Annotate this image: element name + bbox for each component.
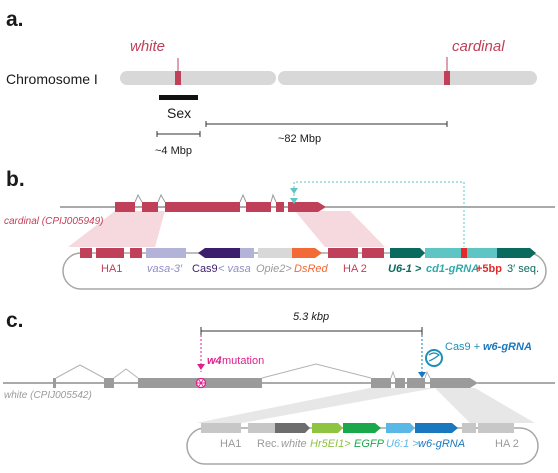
white-introns xyxy=(55,363,431,379)
vasa3-label: vasa-3′ xyxy=(147,263,183,275)
vasa3-segment xyxy=(146,248,186,258)
cd1-grna-label: cd1-gRNA xyxy=(426,263,479,275)
rec-white-prefix-label: Rec. xyxy=(257,438,280,450)
panel-b: b. cardinal (CPIJ005949) xyxy=(4,168,555,290)
egfp-segment xyxy=(343,423,381,433)
w4-mutation-icon xyxy=(195,377,207,389)
ha1-gray-shade xyxy=(196,388,435,423)
rec-white-suffix-label: white xyxy=(281,438,307,450)
w6-cut-site-icon xyxy=(418,372,426,378)
cardinal-gene-label: cardinal (CPIJ005949) xyxy=(4,216,104,227)
hr5ei1-segment xyxy=(312,423,343,433)
cardinal-exons xyxy=(115,202,326,212)
chromosome-label: Chromosome I xyxy=(6,71,98,87)
panel-c: c. 5.3 kbp w4 mutation Cas9 + w6-gRNA xyxy=(3,309,555,465)
seq3-label: 3′ seq. xyxy=(507,263,539,275)
cardinal-construct xyxy=(80,248,536,258)
c-ha2-segment-b xyxy=(478,423,514,433)
ha1-label: HA1 xyxy=(101,263,122,275)
w4-prefix-label: w4 xyxy=(207,355,222,367)
c-ha2-label: HA 2 xyxy=(495,438,519,450)
plus5bp-label: +5bp xyxy=(476,263,502,275)
ha2-segment-b xyxy=(362,248,384,258)
ha2-label: HA 2 xyxy=(343,263,367,275)
dsred-label: DsRed xyxy=(294,263,329,275)
distance-53kbp-ruler xyxy=(200,327,423,335)
c-ha1-segment xyxy=(201,423,241,433)
distance-53kbp-label: 5.3 kbp xyxy=(293,311,329,323)
vasa5-label: < vasa xyxy=(218,263,251,275)
opie2-label: Opie2> xyxy=(256,263,292,275)
panel-b-label: b. xyxy=(6,168,25,191)
cardinal-locus-label: cardinal xyxy=(452,38,505,55)
chromosome-left-arm xyxy=(120,71,276,85)
ha2-homology-shade xyxy=(295,211,385,247)
ha1-segment-a xyxy=(80,248,92,258)
white-construct xyxy=(201,423,514,433)
cas9-complex-icon xyxy=(425,349,443,367)
c-u61-segment xyxy=(386,423,415,433)
sex-locus-label: Sex xyxy=(167,105,191,121)
chromosome-right-arm xyxy=(278,71,537,85)
plus5bp-segment xyxy=(461,248,467,258)
distance-82mbp-label: ~82 Mbp xyxy=(278,133,321,145)
u61-label: U6-1 > xyxy=(388,263,422,275)
ha1-homology-shade xyxy=(68,211,165,247)
ha1-segment-c xyxy=(130,248,142,258)
rec-white-segment-b xyxy=(275,423,310,433)
white-locus-label: white xyxy=(130,38,165,55)
dsred-segment xyxy=(292,248,322,258)
grna-squiggle-icon xyxy=(428,352,440,362)
w4-suffix-label: mutation xyxy=(222,355,264,367)
cas9-label: Cas9 xyxy=(192,263,218,275)
panel-a-label: a. xyxy=(6,8,24,31)
cardinal-locus-mark xyxy=(444,71,450,85)
grna-target-link xyxy=(293,181,465,247)
distance-4mbp-ruler xyxy=(156,131,201,137)
white-gene-label: white (CPIJ005542) xyxy=(4,390,92,401)
c-ha1-label: HA1 xyxy=(220,438,241,450)
opie2-segment xyxy=(258,248,292,258)
distance-82mbp-ruler xyxy=(205,121,448,127)
hr5ei1-label: Hr5EI1> xyxy=(310,438,351,450)
cardinal-cut-site-icon xyxy=(290,198,298,204)
c-ha2-segment-a xyxy=(462,423,476,433)
ha1-segment-b xyxy=(96,248,124,258)
c-w6-grna-label: w6-gRNA xyxy=(418,438,465,450)
panel-c-label: c. xyxy=(6,309,24,332)
panel-a: a. white cardinal Chromosome I Sex ~4 Mb… xyxy=(6,8,537,157)
grna-target-arrow-icon xyxy=(290,188,298,194)
cardinal-introns xyxy=(134,193,277,203)
cd1-grna-tail-segment xyxy=(467,248,497,258)
egfp-label: EGFP xyxy=(354,438,385,450)
seq3-segment xyxy=(497,248,536,258)
cd1-grna-segment xyxy=(425,248,461,258)
w4-arrow-icon xyxy=(197,364,205,370)
vasa5-segment xyxy=(240,248,254,258)
white-locus-mark xyxy=(175,71,181,85)
cas9-prefix-label: Cas9 + xyxy=(445,341,480,353)
u61-segment xyxy=(390,248,425,258)
ha2-gray-shade xyxy=(435,388,535,423)
cas9-segment xyxy=(198,248,240,258)
sex-locus-bar xyxy=(159,95,198,100)
c-w6-grna-segment xyxy=(415,423,458,433)
rec-white-segment-a xyxy=(248,423,275,433)
distance-4mbp-label: ~4 Mbp xyxy=(155,145,192,157)
ha2-segment-a xyxy=(328,248,358,258)
cas9-grna-label: w6-gRNA xyxy=(483,341,532,353)
c-u61-label: U6:1 > xyxy=(386,438,419,450)
